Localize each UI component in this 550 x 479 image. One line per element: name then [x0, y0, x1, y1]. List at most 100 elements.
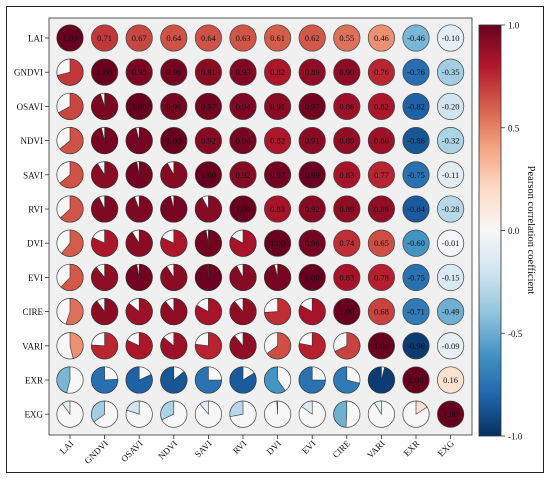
- corr-value-label: 1.00: [305, 272, 320, 282]
- cell-CIRE-EXR: -0.71: [402, 298, 430, 326]
- cell-VARI-OSAVI: [125, 332, 153, 360]
- corr-circle: [333, 195, 361, 223]
- corr-circle: [333, 161, 361, 189]
- cell-OSAVI-LAI: [56, 92, 84, 120]
- corr-value-label: -0.35: [442, 67, 460, 77]
- corr-value-label: -0.60: [407, 238, 425, 248]
- corr-value-label: 0.89: [305, 67, 320, 77]
- row-label: DVI: [27, 239, 43, 249]
- corr-value-label: 0.71: [97, 33, 112, 43]
- row-label: EXG: [25, 410, 44, 420]
- corr-circle: [194, 127, 222, 155]
- corr-circle: [437, 195, 465, 223]
- cell-GNDVI-EVI: 0.89: [298, 58, 326, 86]
- pie-slice: [59, 195, 84, 223]
- corr-circle: [333, 24, 361, 52]
- corr-value-label: -0.15: [442, 272, 460, 282]
- cell-LAI-VARI: 0.46: [367, 24, 395, 52]
- corr-circle: [333, 92, 361, 120]
- corr-value-label: 0.82: [270, 67, 285, 77]
- corr-circle: [298, 24, 326, 52]
- cell-LAI-EXG: -0.10: [437, 24, 465, 52]
- pie-slice: [125, 332, 153, 360]
- cell-VARI-CIRE: [333, 332, 361, 360]
- cell-EXG-SAVI: [194, 400, 222, 428]
- pie-slice: [373, 400, 382, 416]
- corr-value-label: 0.64: [166, 33, 182, 43]
- corr-value-label: 0.97: [305, 101, 320, 111]
- colorbar: [478, 24, 502, 437]
- corr-value-label: -0.11: [442, 170, 459, 180]
- cell-OSAVI-DVI: 0.91: [264, 92, 292, 120]
- corr-circle: [333, 263, 361, 291]
- corr-circle: [298, 92, 326, 120]
- corr-circle: [402, 195, 430, 223]
- cell-DVI-NDVI: [160, 229, 188, 257]
- pie-slice: [125, 127, 153, 155]
- corr-circle: [367, 298, 395, 326]
- corr-circle: [333, 127, 361, 155]
- cell-CIRE-DVI: [264, 298, 292, 326]
- corr-circle: [264, 161, 292, 189]
- corr-circle: [333, 58, 361, 86]
- corr-circle: [367, 127, 395, 155]
- corr-circle: [91, 24, 119, 52]
- row-label: LAI: [28, 34, 43, 44]
- cell-OSAVI-CIRE: 0.86: [333, 92, 361, 120]
- cell-CIRE-NDVI: [160, 298, 188, 326]
- cell-EXR-LAI: [56, 366, 84, 394]
- cell-CIRE-GNDVI: [91, 298, 119, 326]
- corr-circle: [367, 332, 395, 360]
- cell-OSAVI-OSAVI: 1.00: [125, 92, 153, 120]
- corr-circle: [402, 298, 430, 326]
- column-label: EVI: [300, 438, 318, 456]
- pie-slice: [91, 127, 119, 155]
- pie-slice: [125, 229, 153, 257]
- colorbar-ticks: 1.0 0.5 0.0 -0.5 -1.0: [501, 21, 523, 442]
- row-label: OSAVI: [17, 102, 43, 112]
- pie-slice: [125, 263, 153, 291]
- corr-value-label: 1.00: [201, 170, 216, 180]
- corr-value-label: -0.32: [442, 136, 460, 146]
- corr-circle: [402, 92, 430, 120]
- corr-circle: [264, 92, 292, 120]
- corr-value-label: 1.00: [374, 341, 389, 351]
- corr-value-label: -0.10: [442, 33, 460, 43]
- cell-EVI-CIRE: 0.83: [333, 263, 361, 291]
- cell-OSAVI-NDVI: 0.96: [160, 92, 188, 120]
- corr-value-label: 0.16: [443, 375, 458, 385]
- cell-GNDVI-EXG: -0.35: [437, 58, 465, 86]
- cell-CIRE-EVI: [298, 298, 326, 326]
- row-labels: LAI GNDVI OSAVI NDVI SAVI RVI DVI EVI CIRE VARI EX…: [14, 34, 49, 420]
- cell-VARI-SAVI: [194, 332, 222, 360]
- colorbar-tick-label: 1.0: [508, 21, 520, 31]
- cell-NDVI-EVI: 0.91: [298, 127, 326, 155]
- cell-RVI-GNDVI: [91, 195, 119, 223]
- corr-circle: [194, 92, 222, 120]
- cell-NDVI-EXR: -0.86: [402, 127, 430, 155]
- corr-value-label: 0.89: [339, 136, 354, 146]
- pie-slice: [264, 366, 286, 394]
- cell-NDVI-CIRE: 0.89: [333, 127, 361, 155]
- corr-value-label: 0.89: [339, 204, 354, 214]
- cell-SAVI-EVI: 0.99: [298, 161, 326, 189]
- corr-value-label: 0.92: [236, 170, 251, 180]
- corr-circle: [194, 58, 222, 86]
- pie-slice: [91, 400, 105, 423]
- corr-circle: [264, 229, 292, 257]
- corr-value-label: -0.20: [442, 101, 460, 111]
- pie-slice: [61, 400, 71, 416]
- pie-slice: [65, 298, 84, 326]
- colorbar-label: Pearson correlation coefficient: [525, 166, 536, 295]
- cell-DVI-RVI: [229, 229, 257, 257]
- corr-value-label: -0.71: [407, 307, 425, 317]
- cell-EXR-GNDVI: [91, 366, 119, 394]
- cell-GNDVI-EXR: -0.76: [402, 58, 430, 86]
- cell-RVI-LAI: [56, 195, 84, 223]
- corr-circle: [160, 127, 188, 155]
- cell-NDVI-OSAVI: [125, 127, 153, 155]
- correlation-matrix-chart: 1.00 0.71 0.67 0.64 0.64 0.63 0.61 0.62 0.55 0.46…: [14, 17, 536, 466]
- corr-value-label: -0.82: [407, 101, 425, 111]
- cell-DVI-EXG: -0.01: [437, 229, 465, 257]
- cell-SAVI-SAVI: 1.00: [194, 161, 222, 189]
